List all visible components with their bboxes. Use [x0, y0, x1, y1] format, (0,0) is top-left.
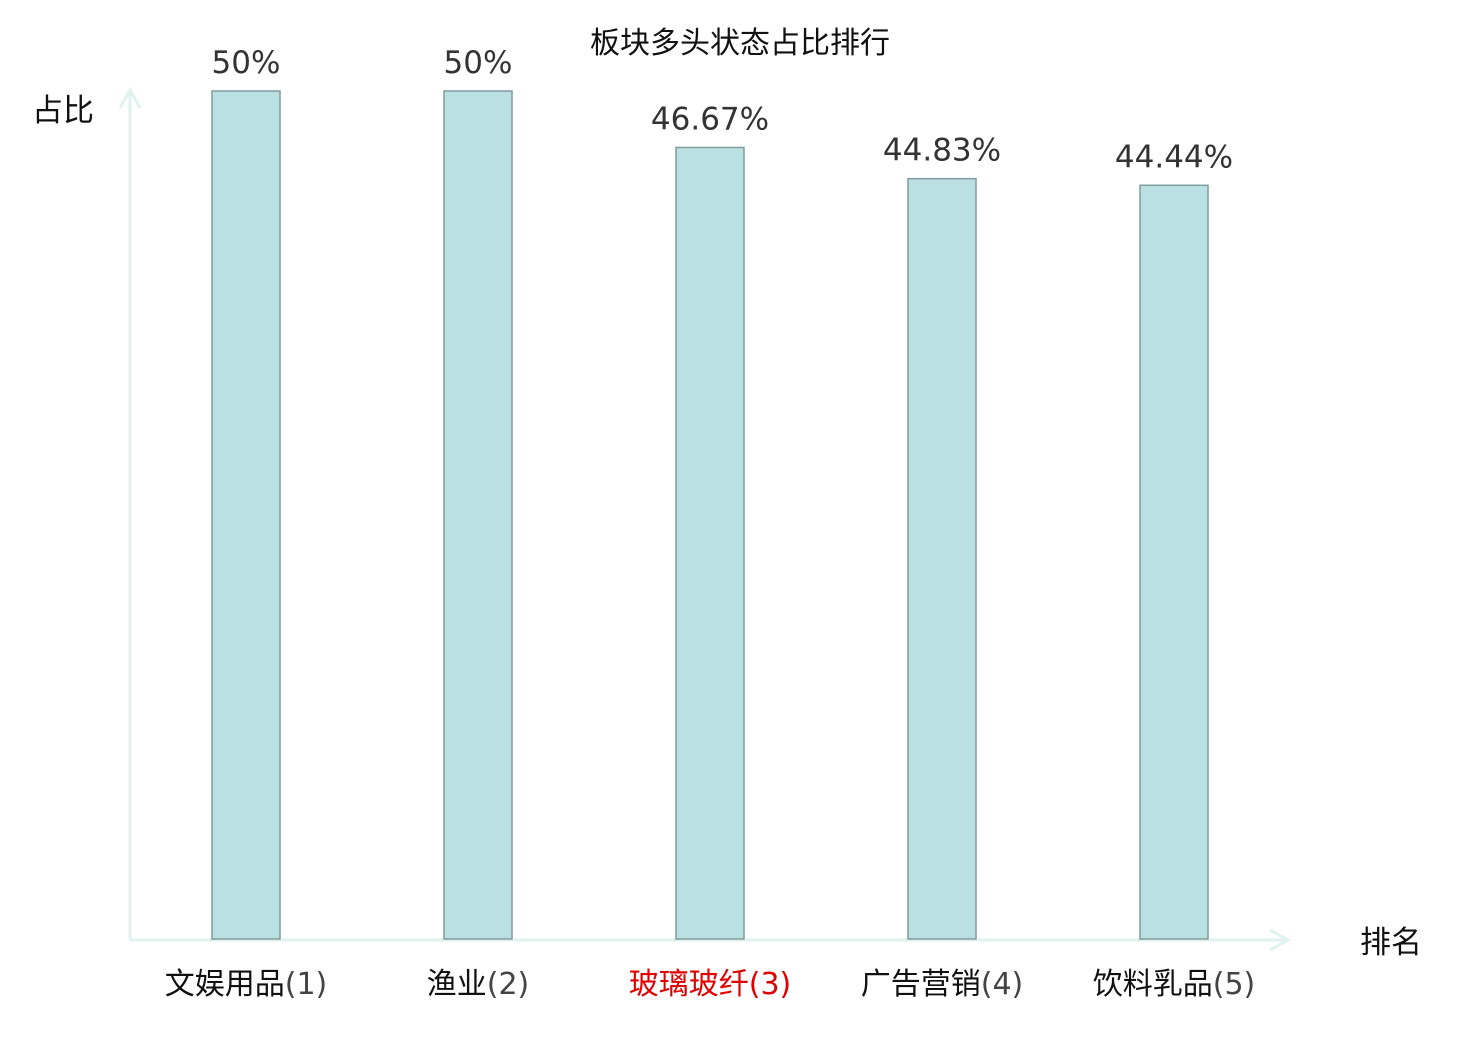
- x-tick-label-3: 玻璃玻纤(3): [629, 967, 792, 1002]
- x-tick-rank-1: (1): [285, 967, 328, 1002]
- x-tick-rank-5: (5): [1213, 967, 1256, 1002]
- bar-3: [675, 146, 745, 940]
- x-axis-arrow: [1269, 928, 1292, 952]
- x-tick-name-5: 饮料乳品: [1093, 967, 1213, 1002]
- data-label-3: 46.67%: [651, 101, 769, 137]
- data-label-2: 50%: [444, 45, 513, 81]
- x-tick-rank-4: (4): [981, 967, 1024, 1002]
- y-axis: [118, 86, 142, 940]
- y-axis-arrow: [118, 86, 142, 109]
- x-tick-label-5: 饮料乳品(5): [1093, 967, 1256, 1002]
- x-tick-name-1: 文娱用品: [165, 967, 285, 1002]
- y-axis-label: 占比: [32, 93, 94, 129]
- x-axis: [130, 928, 1292, 952]
- bar-5: [1139, 184, 1209, 940]
- x-tick-name-4: 广告营销: [861, 967, 981, 1002]
- data-label-5: 44.44%: [1115, 139, 1233, 175]
- bar-series: [211, 90, 1209, 940]
- x-tick-label-1: 文娱用品(1): [165, 967, 328, 1002]
- x-tick-label-4: 广告营销(4): [861, 967, 1024, 1002]
- x-tick-name-2: 渔业: [427, 967, 487, 1002]
- bar-2: [443, 90, 513, 940]
- data-label-1: 50%: [212, 45, 281, 81]
- bar-1: [211, 90, 281, 940]
- data-label-4: 44.83%: [883, 133, 1001, 169]
- x-axis-label: 排名: [1360, 925, 1422, 961]
- x-tick-rank-2: (2): [487, 967, 530, 1002]
- bar-4: [907, 177, 977, 940]
- x-tick-label-2: 渔业(2): [427, 967, 530, 1002]
- x-tick-name-3: 玻璃玻纤: [629, 967, 749, 1002]
- data-labels: 50% 50% 46.67% 44.83% 44.44%: [212, 45, 1234, 175]
- x-tick-labels: 文娱用品(1) 渔业(2) 玻璃玻纤(3) 广告营销(4) 饮料乳品(5): [165, 967, 1256, 1002]
- x-tick-rank-3: (3): [749, 967, 792, 1002]
- chart-title: 板块多头状态占比排行: [590, 26, 890, 61]
